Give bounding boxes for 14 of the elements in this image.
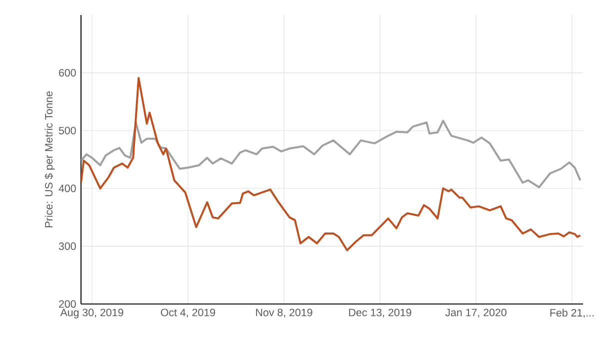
x-tick-label: Aug 30, 2019 (60, 308, 124, 318)
line-series (81, 120, 582, 188)
y-axis-title: Price: US $ per Metric Tonne (44, 91, 55, 228)
x-tick-label: Feb 21,... (550, 308, 594, 318)
line-series (81, 77, 582, 252)
y-tick-label: 600 (59, 69, 76, 77)
y-tick-label: 200 (59, 300, 76, 308)
x-tick-label: Nov 8, 2019 (256, 308, 312, 318)
x-tick-label: Oct 4, 2019 (160, 308, 216, 318)
x-tick-label: Dec 13, 2019 (349, 308, 412, 318)
y-tick-label: 400 (58, 184, 76, 192)
y-tick-label: 500 (58, 126, 76, 134)
y-tick-label: 300 (58, 242, 76, 250)
x-tick-label: Jan 17, 2020 (445, 308, 506, 318)
